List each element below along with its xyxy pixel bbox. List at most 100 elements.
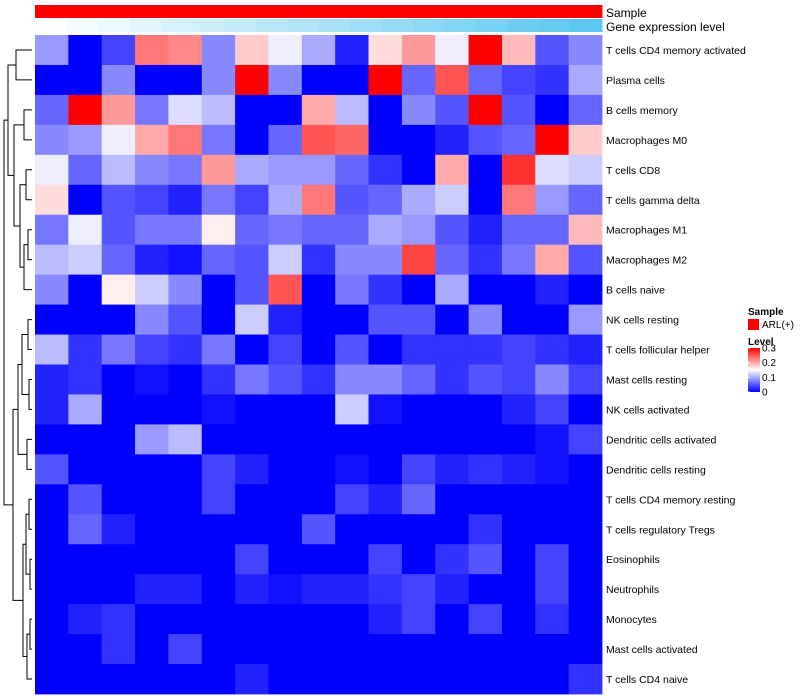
heatmap-cell — [535, 574, 570, 605]
heatmap-cell — [335, 124, 369, 156]
annotation-expression-cell — [287, 19, 319, 32]
heatmap-cell — [368, 634, 403, 665]
heatmap-cell — [568, 274, 603, 305]
heatmap-cell — [301, 484, 336, 515]
heatmap-cell — [335, 544, 369, 575]
heatmap-cell — [235, 94, 269, 126]
row-labels: T cells CD4 memory activated Plasma cells… — [606, 45, 746, 686]
annotation-sample-cell — [301, 5, 336, 18]
annotation-sample-cell — [335, 5, 370, 18]
heatmap-cell — [268, 424, 303, 455]
heatmap-cell — [68, 184, 103, 216]
heatmap-cell — [301, 634, 336, 665]
heatmap-cell — [568, 64, 603, 96]
row-label: B cells memory — [606, 105, 679, 117]
heatmap-cell — [135, 214, 169, 246]
heatmap-cell — [101, 64, 136, 96]
heatmap-cell — [568, 454, 603, 485]
heatmap-cell — [435, 514, 469, 545]
annotation-sample-cell — [268, 5, 303, 18]
heatmap-cell — [568, 244, 603, 276]
heatmap-cell — [535, 244, 570, 276]
heatmap-cell — [501, 574, 536, 605]
heatmap-cell — [335, 35, 369, 66]
heatmap-cell — [135, 634, 169, 665]
heatmap-cell — [301, 94, 336, 126]
heatmap-cell — [135, 244, 169, 276]
heatmap-cell — [168, 154, 203, 186]
heatmap-cell — [535, 424, 570, 455]
heatmap-cell — [201, 364, 236, 395]
heatmap-cell — [535, 664, 570, 695]
heatmap-cell — [101, 364, 136, 395]
heatmap-cell — [301, 454, 336, 485]
legend-tick-label: 0.3 — [762, 344, 776, 355]
annotation-sample-cell — [401, 5, 436, 18]
heatmap-cell — [501, 364, 536, 395]
heatmap-cell — [101, 454, 136, 485]
heatmap-cell — [68, 544, 103, 575]
heatmap-cell — [435, 424, 469, 455]
row-label: T cells regulatory Tregs — [606, 524, 715, 536]
heatmap-cell — [201, 154, 236, 186]
heatmap-cell — [68, 94, 103, 126]
annotation-sample-cell — [501, 5, 536, 18]
legend-tick-label: 0 — [762, 388, 768, 399]
annotation-sample-cell — [568, 5, 603, 18]
heatmap-cell — [35, 514, 69, 545]
heatmap-cell — [501, 394, 536, 425]
heatmap-cell — [401, 664, 436, 695]
annotation-labels: Sample Gene expression level — [606, 6, 725, 34]
heatmap-cell — [301, 154, 336, 186]
heatmap-cell — [568, 154, 603, 186]
heatmap-cell — [168, 634, 203, 665]
heatmap-cell — [501, 184, 536, 216]
heatmap-cell — [335, 664, 369, 695]
heatmap-cell — [301, 664, 336, 695]
heatmap-cell — [135, 664, 169, 695]
heatmap-cell — [535, 35, 570, 66]
heatmap-cell — [268, 244, 303, 276]
heatmap-cell — [468, 394, 503, 425]
annotation-sample-cell — [168, 5, 203, 18]
row-label: Mast cells resting — [606, 374, 687, 386]
heatmap-cell — [168, 424, 203, 455]
heatmap-cell — [268, 184, 303, 216]
heatmap-cell — [235, 244, 269, 276]
heatmap-cell — [268, 214, 303, 246]
heatmap-cell — [535, 604, 570, 635]
heatmap-cell — [101, 304, 136, 335]
heatmap-cell — [168, 244, 203, 276]
annotation-expression-cell — [224, 19, 256, 32]
heatmap-cell — [101, 244, 136, 276]
heatmap-cell — [568, 35, 603, 66]
heatmap-cell — [201, 124, 236, 156]
heatmap-cell — [201, 454, 236, 485]
heatmap-cell — [401, 574, 436, 605]
heatmap-cell — [101, 484, 136, 515]
heatmap-cell — [501, 334, 536, 365]
heatmap-cell — [401, 35, 436, 66]
heatmap-cell — [135, 394, 169, 425]
heatmap-cell — [35, 124, 69, 156]
heatmap-cell — [101, 35, 136, 66]
legend-sample-swatch — [748, 319, 759, 330]
heatmap-cell — [135, 484, 169, 515]
heatmap-cell — [201, 604, 236, 635]
heatmap-cell — [568, 574, 603, 605]
heatmap-cell — [501, 604, 536, 635]
heatmap-cells — [35, 35, 603, 695]
heatmap-cell — [401, 64, 436, 96]
heatmap-cell — [468, 424, 503, 455]
heatmap-cell — [135, 454, 169, 485]
heatmap-cell — [168, 214, 203, 246]
row-label: Neutrophils — [606, 584, 659, 596]
heatmap-cell — [235, 184, 269, 216]
heatmap-cell — [535, 634, 570, 665]
row-label: B cells naive — [606, 285, 665, 297]
heatmap-cell — [401, 124, 436, 156]
heatmap-cell — [468, 154, 503, 186]
heatmap-cell — [568, 664, 603, 695]
annotation-sample-cell — [68, 5, 103, 18]
